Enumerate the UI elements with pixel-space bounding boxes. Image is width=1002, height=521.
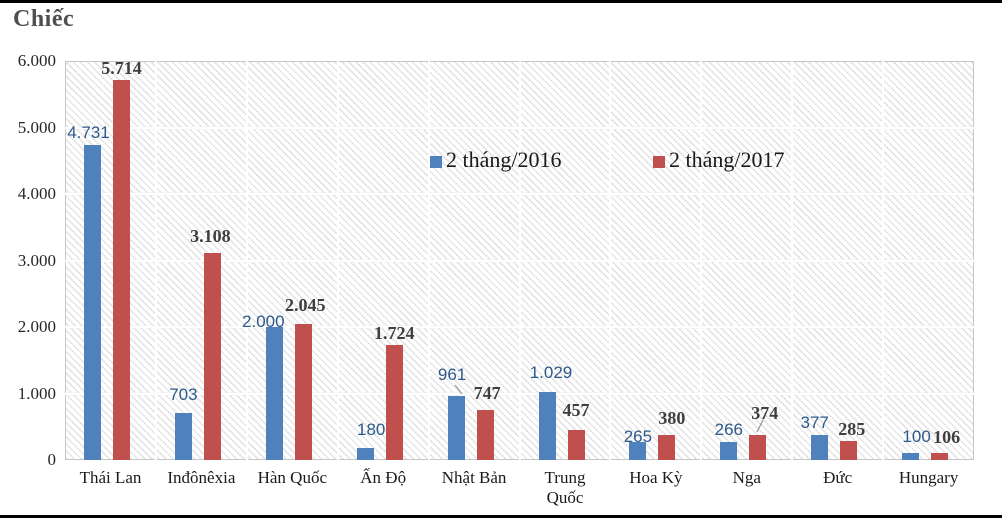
gridline-vertical — [882, 61, 885, 460]
x-axis-category-label: Ấn Độ — [360, 468, 407, 487]
bar-value-label: 961 — [437, 365, 467, 385]
gridline-vertical — [518, 61, 521, 460]
bar-22016-8 — [811, 434, 829, 460]
bar-22016-6 — [629, 442, 647, 460]
x-axis-category-label: Thái Lan — [79, 468, 142, 487]
x-axis-category-label: Trung Quốc — [544, 468, 586, 507]
bar-value-label: 747 — [473, 383, 501, 404]
bar-value-label: 380 — [658, 407, 686, 428]
gridline-vertical — [336, 61, 339, 460]
bar-value-label: 266 — [714, 420, 743, 440]
legend-label: 2 tháng/2017 — [669, 147, 785, 172]
bar-22017-0 — [113, 80, 130, 460]
y-axis-tick-label: 1.000 — [17, 383, 56, 403]
bar-22017-5 — [567, 429, 585, 460]
bar-value-label: 285 — [838, 419, 866, 440]
y-axis-tick-label: 0 — [47, 450, 57, 469]
bar-value-label: 457 — [562, 399, 590, 420]
bar-value-label: 1.724 — [373, 323, 415, 344]
gridline-vertical — [154, 61, 157, 460]
gridline-vertical — [427, 61, 430, 460]
y-axis-tick-label: 2.000 — [17, 317, 56, 336]
axis-unit-title: Chiếc — [13, 6, 75, 32]
x-axis-category-label: Hungary — [898, 468, 959, 487]
gridline-vertical — [245, 61, 248, 460]
bar-value-label: 1.029 — [529, 362, 573, 382]
bar-22017-1 — [203, 253, 221, 460]
bar-value-label: 3.108 — [190, 226, 231, 247]
y-axis-tick-label: 3.000 — [17, 250, 56, 270]
bottom-border-line — [0, 515, 1002, 518]
x-axis-category-label: Nga — [732, 468, 761, 487]
bar-value-label: 4.731 — [67, 123, 110, 143]
bar-value-label: 2.045 — [285, 295, 326, 315]
x-axis-category-label: Đức — [823, 468, 853, 487]
bar-value-label: 180 — [357, 420, 386, 440]
gridline-vertical — [609, 61, 612, 460]
bar-value-label: 703 — [169, 385, 198, 405]
top-border-line — [0, 0, 1002, 3]
bar-22017-4 — [476, 410, 494, 460]
y-axis-tick-label: 6.000 — [17, 51, 56, 70]
bar-value-label: 106 — [933, 426, 961, 447]
bar-22017-9 — [931, 452, 949, 460]
y-axis-tick-label: 4.000 — [17, 184, 56, 203]
bar-22017-3 — [385, 345, 403, 460]
bar-22016-3 — [356, 448, 374, 460]
legend-swatch-icon — [653, 156, 665, 168]
bar-22017-8 — [840, 441, 858, 460]
bar-22017-7 — [749, 435, 767, 460]
bar-value-label: 377 — [800, 412, 829, 432]
legend-swatch-icon — [430, 156, 442, 168]
bar-22016-7 — [720, 442, 738, 460]
bar-22016-2 — [265, 327, 283, 460]
bar-22016-5 — [538, 391, 556, 460]
bar-value-label: 374 — [751, 403, 779, 424]
bar-22016-4 — [447, 396, 465, 460]
bar-22016-1 — [174, 413, 192, 460]
legend-label: 2 tháng/2016 — [446, 147, 562, 172]
bar-22016-0 — [84, 145, 101, 460]
bar-value-label: 2.000 — [242, 312, 285, 331]
y-axis-tick-label: 5.000 — [17, 117, 56, 137]
bar-value-label: 265 — [623, 427, 653, 447]
bar-value-label: 5.714 — [101, 58, 142, 79]
bar-22016-9 — [902, 453, 920, 460]
x-axis-category-label: Hoa Kỳ — [629, 468, 683, 487]
x-axis-category-label: Nhật Bản — [441, 468, 507, 487]
bar-value-label: 100 — [902, 427, 931, 447]
gridline-vertical — [791, 61, 794, 460]
bar-22017-2 — [294, 324, 312, 460]
x-axis-category-label: Hàn Quốc — [257, 468, 327, 487]
bar-22017-6 — [658, 434, 676, 460]
x-axis-category-label: Inđônêxia — [167, 468, 236, 487]
gridline-vertical — [700, 61, 703, 460]
